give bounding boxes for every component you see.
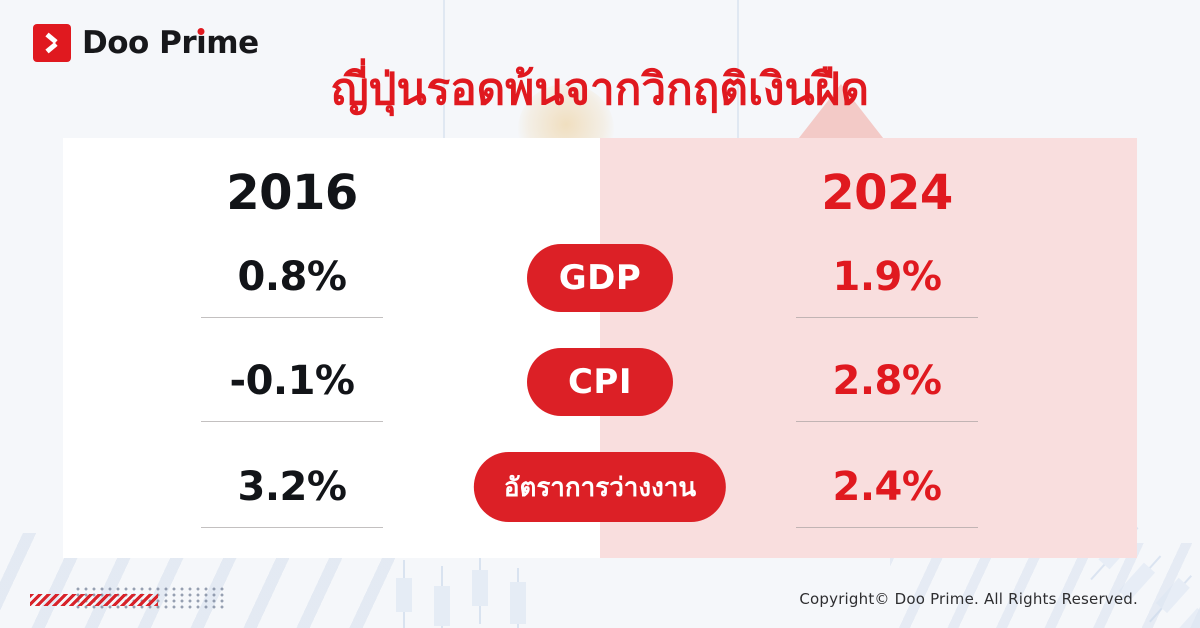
doo-prime-logo-text: Doo Prıme xyxy=(82,25,259,61)
candlestick-chart-decoration xyxy=(396,558,526,628)
indicator-badge-cpi: CPI xyxy=(527,348,673,416)
copyright-text: Copyright© Doo Prime. All Rights Reserve… xyxy=(799,590,1138,608)
divider xyxy=(796,317,978,318)
divider xyxy=(201,527,383,528)
divider xyxy=(796,527,978,528)
value-2024-unemployment: 2.4% xyxy=(832,464,942,510)
value-2016-gdp: 0.8% xyxy=(237,254,347,300)
indicator-badge-unemployment: อัตราการว่างงาน xyxy=(473,452,727,522)
value-2016-cpi: -0.1% xyxy=(229,358,355,404)
column-header-2024: 2024 xyxy=(821,165,953,221)
hatched-bar-decoration xyxy=(30,594,158,606)
value-2024-gdp: 1.9% xyxy=(832,254,942,300)
column-header-2016: 2016 xyxy=(226,165,358,221)
doo-prime-logo: Doo Prıme xyxy=(33,23,259,63)
value-2024-cpi: 2.8% xyxy=(832,358,942,404)
divider xyxy=(201,317,383,318)
indicator-badge-gdp: GDP xyxy=(527,244,673,312)
value-2016-unemployment: 3.2% xyxy=(237,464,347,510)
page-title: ญี่ปุ่นรอดพ้นจากวิกฤติเงินฝืด xyxy=(331,64,869,115)
divider xyxy=(796,421,978,422)
divider xyxy=(201,421,383,422)
doo-prime-logo-icon xyxy=(33,24,71,62)
